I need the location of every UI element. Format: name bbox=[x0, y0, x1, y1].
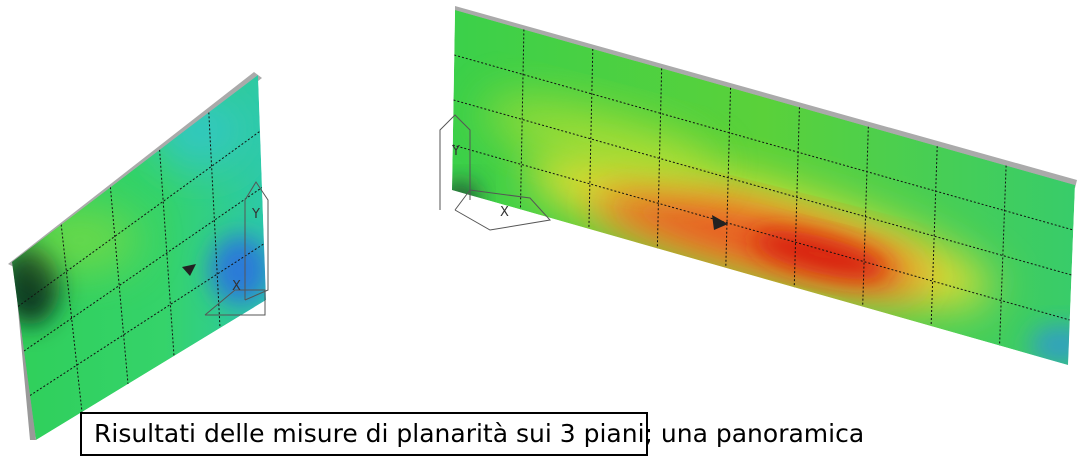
axis-label: Y bbox=[451, 144, 460, 159]
axis-label: X bbox=[232, 279, 241, 294]
page: Y X Y X Risultati delle misure di planar… bbox=[0, 0, 1077, 462]
axis-label: Y bbox=[251, 207, 260, 222]
scene: Y X Y X bbox=[0, 0, 1077, 462]
right-surface bbox=[442, 10, 1077, 365]
left-surface bbox=[0, 75, 270, 440]
axis-label: X bbox=[500, 205, 509, 220]
caption: Risultati delle misure di planarità sui … bbox=[80, 412, 648, 456]
